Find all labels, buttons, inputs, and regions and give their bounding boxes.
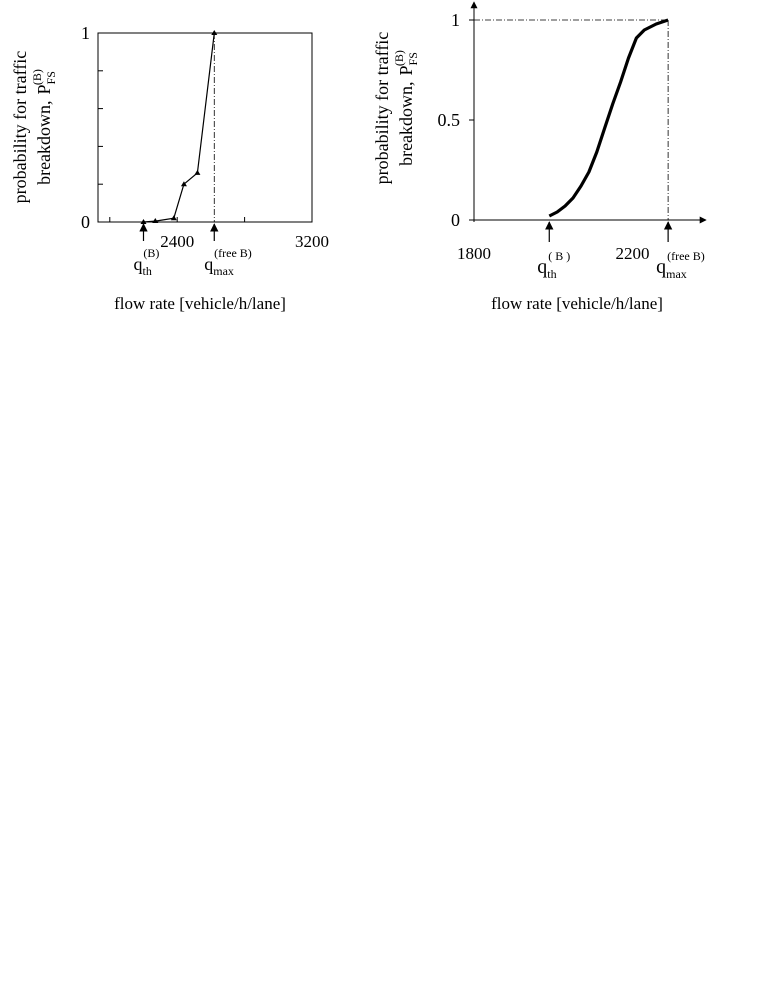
y-tick-label: 0.5 bbox=[438, 110, 461, 130]
data-point bbox=[140, 219, 147, 224]
data-point bbox=[211, 30, 218, 35]
y-axis-title: probability for traffic breakdown,PFS(B) bbox=[10, 51, 58, 204]
y-tick-label: 0 bbox=[451, 210, 460, 230]
data-point bbox=[180, 181, 187, 187]
y-tick-label: 1 bbox=[451, 10, 460, 30]
data-point bbox=[170, 215, 177, 221]
y-axis-title-line2: breakdown,PFS(B) bbox=[392, 50, 420, 166]
x-axis-title: flow rate [vehicle/h/lane] bbox=[114, 294, 286, 313]
x-tick-label: 2400 bbox=[160, 232, 194, 251]
marker-label: qth( B ) bbox=[537, 249, 570, 281]
marker-label-text: qth bbox=[133, 254, 151, 278]
marker-label-text: qmax bbox=[204, 254, 234, 278]
data-point bbox=[194, 169, 201, 175]
x-axis-title: flow rate [vehicle/h/lane] bbox=[491, 294, 663, 313]
y-tick-label: 1 bbox=[81, 23, 90, 43]
x-tick-label: 1800 bbox=[457, 244, 491, 263]
marker-label: qth(B) bbox=[133, 246, 159, 278]
marker-label: qmax(free B) bbox=[204, 246, 252, 278]
marker-label-text: qth bbox=[537, 256, 556, 281]
x-tick-label: 2200 bbox=[615, 244, 649, 263]
marker-label-text: qmax bbox=[656, 256, 687, 281]
marker-label-superscript: (free B) bbox=[214, 246, 252, 260]
chart-right: 0 0.5 1 1800 2200 qth( B ) qmax(free B) proba… bbox=[372, 1, 707, 313]
data-point bbox=[152, 218, 159, 224]
marker-label: qmax(free B) bbox=[656, 249, 705, 281]
y-axis-title: probability for traffic breakdown,PFS(B) bbox=[372, 32, 420, 185]
y-axis-title-line2: breakdown,PFS(B) bbox=[30, 69, 58, 185]
marker-label-superscript: (B) bbox=[143, 246, 159, 260]
marker-label-superscript: ( B ) bbox=[548, 249, 570, 263]
y-axis-title-line1: probability for traffic bbox=[10, 51, 30, 204]
chart-left: 0 1 2400 3200 qth(B) qmax(free B) probabilit… bbox=[10, 23, 329, 313]
series-line bbox=[143, 32, 215, 223]
x-tick-label: 3200 bbox=[295, 232, 329, 251]
plot-frame bbox=[97, 32, 313, 223]
y-axis-title-line1: probability for traffic bbox=[372, 32, 392, 185]
series-line bbox=[548, 18, 669, 218]
marker-label-superscript: (free B) bbox=[667, 249, 705, 263]
y-tick-label: 0 bbox=[81, 212, 90, 232]
